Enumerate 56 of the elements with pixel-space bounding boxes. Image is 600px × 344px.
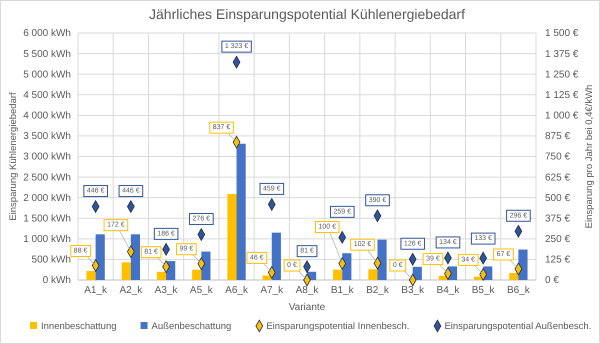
- x-tick-label: A5_k: [190, 285, 214, 296]
- y2-tick-label: 1 375 €: [545, 48, 579, 60]
- legend-label: Einsparungspotential Innenbesch.: [266, 321, 410, 332]
- legend-label: Innenbeschattung: [41, 321, 117, 332]
- y2-tick-label: 125 €: [545, 254, 570, 266]
- x-tick-label: B2_k: [366, 285, 390, 296]
- y2-tick-label: 1 125 €: [545, 90, 579, 101]
- y-tick-label: 4 000 kWh: [23, 110, 71, 122]
- y-tick-label: 1 000 kWh: [23, 234, 71, 246]
- y-tick-label: 1 500 kWh: [23, 213, 71, 224]
- x-tick-label: B3_k: [401, 285, 426, 296]
- y-tick-label: 3 000 kWh: [23, 152, 71, 163]
- legend-label: Einsparungspotential Außenbesch.: [444, 321, 592, 332]
- x-tick-label: B4_k: [436, 285, 460, 296]
- y2-tick-label: 500 €: [545, 192, 570, 204]
- y2-tick-label: 375 €: [545, 213, 570, 224]
- bar: [227, 194, 237, 280]
- y-tick-label: 6 000 kWh: [23, 28, 71, 40]
- y-tick-label: 2 000 kWh: [23, 192, 71, 204]
- y-tick-label: 5 000 kWh: [23, 69, 71, 80]
- chart-title: Jährliches Einsparungspotential Kühlenergiebedarf: [149, 6, 466, 22]
- bar: [272, 232, 281, 280]
- y-tick-label: 500 kWh: [32, 254, 71, 266]
- x-tick-label: A1_k: [84, 285, 108, 296]
- y-tick-label: 0 kWh: [42, 275, 71, 286]
- y2-tick-label: 1 250 €: [545, 69, 579, 80]
- y2-axis-title: Einsparung pro Jahr bei 0,4€/kWh: [584, 84, 595, 228]
- x-axis-title: Variante: [288, 302, 326, 313]
- y2-tick-label: 875 €: [545, 131, 570, 142]
- x-tick-label: A8_k: [296, 285, 320, 296]
- bar: [96, 234, 105, 280]
- x-tick-label: B1_k: [330, 285, 355, 296]
- y2-tick-label: 1 000 €: [545, 110, 579, 122]
- y-axis-title: Einsparung Kühlenergiebedarf: [8, 92, 19, 221]
- x-tick-label: A6_k: [225, 285, 249, 296]
- x-tick-label: B5_k: [472, 285, 496, 296]
- bar: [130, 234, 140, 280]
- bar: [122, 262, 131, 280]
- bar: [236, 144, 246, 280]
- y-tick-label: 4 500 kWh: [23, 90, 71, 101]
- x-tick-label: B6_k: [506, 285, 531, 296]
- y2-tick-label: 750 €: [545, 152, 570, 163]
- y2-tick-label: 625 €: [545, 172, 570, 184]
- y2-tick-label: 1 500 €: [545, 28, 579, 40]
- y2-tick-label: 0 €: [545, 275, 560, 286]
- y-tick-label: 2 500 kWh: [23, 172, 71, 184]
- x-tick-label: A3_k: [154, 285, 178, 296]
- legend-label: Außenbeschattung: [152, 321, 232, 332]
- x-tick-label: A7_k: [260, 285, 284, 296]
- y-tick-label: 3 500 kWh: [23, 131, 71, 142]
- bar: [377, 240, 387, 280]
- x-tick-label: A2_k: [119, 285, 144, 296]
- bar: [518, 250, 528, 280]
- y-tick-label: 5 500 kWh: [23, 48, 71, 60]
- y2-tick-label: 250 €: [545, 234, 570, 246]
- bar: [201, 252, 210, 280]
